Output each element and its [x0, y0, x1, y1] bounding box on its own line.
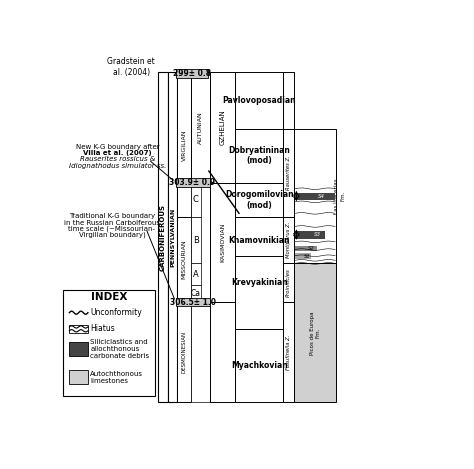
Text: Rauserites Z.: Rauserites Z.: [286, 156, 291, 190]
Bar: [295, 129, 335, 263]
Text: Villa et al. (2007): Villa et al. (2007): [83, 150, 152, 156]
Bar: [283, 217, 294, 264]
Bar: [69, 371, 88, 384]
Text: INDEX: INDEX: [91, 292, 127, 302]
Bar: [235, 329, 283, 402]
Text: Hiatus: Hiatus: [90, 325, 115, 333]
Text: KASIMOVIAN: KASIMOVIAN: [220, 223, 225, 262]
Bar: [295, 231, 325, 239]
Text: Khamovnikian: Khamovnikian: [228, 236, 290, 245]
Text: Siliciclastics and
allochthonous
carbonate debris: Siliciclastics and allochthonous carbona…: [90, 339, 149, 359]
Text: MISSOURIAN: MISSOURIAN: [182, 240, 187, 280]
Bar: [191, 182, 201, 217]
Text: S3: S3: [313, 233, 320, 237]
Text: VIRGILIAN: VIRGILIAN: [182, 129, 187, 160]
Text: Traditional K-G boundary: Traditional K-G boundary: [69, 213, 155, 219]
Text: Unconformity: Unconformity: [90, 308, 142, 317]
Text: Ca: Ca: [191, 289, 201, 298]
Bar: [191, 72, 210, 182]
Text: AUTUNIAN: AUTUNIAN: [198, 111, 203, 144]
Bar: [235, 217, 283, 264]
Bar: [69, 325, 88, 333]
Bar: [283, 129, 294, 217]
Bar: [177, 217, 191, 302]
Bar: [294, 129, 336, 264]
Bar: [210, 72, 235, 182]
Bar: [191, 285, 201, 302]
Bar: [294, 264, 336, 402]
Bar: [191, 264, 201, 285]
Text: Fusufinella Z.: Fusufinella Z.: [286, 334, 291, 370]
Text: 299± 0.8: 299± 0.8: [173, 69, 211, 78]
Text: S2: S2: [309, 246, 315, 251]
Text: New K-G boundary after: New K-G boundary after: [75, 144, 159, 150]
Bar: [158, 72, 168, 402]
Text: Las Llacerias
Fm.: Las Llacerias Fm.: [334, 178, 345, 214]
Bar: [235, 264, 283, 302]
Text: Gradstein et
al. (2004): Gradstein et al. (2004): [108, 57, 155, 77]
Text: Dobryatininan
(mod): Dobryatininan (mod): [228, 146, 290, 165]
Bar: [191, 182, 210, 302]
Bar: [283, 264, 294, 302]
Bar: [210, 182, 235, 302]
Text: Krevyakinian: Krevyakinian: [231, 278, 288, 287]
Bar: [63, 289, 155, 396]
Text: Montiparus Z.: Montiparus Z.: [286, 222, 291, 258]
Bar: [295, 246, 317, 251]
Bar: [175, 68, 208, 78]
Bar: [158, 298, 336, 305]
Bar: [177, 72, 191, 217]
Text: 303.9± 0.9: 303.9± 0.9: [170, 178, 216, 188]
Text: GZHELIAN: GZHELIAN: [220, 110, 226, 145]
Bar: [283, 72, 294, 129]
Text: S4: S4: [318, 194, 325, 199]
Text: Myachkovian: Myachkovian: [231, 361, 288, 370]
Text: B: B: [193, 236, 199, 245]
Text: Autochthonous
limestones: Autochthonous limestones: [90, 371, 143, 384]
Text: time scale (~Missourian-: time scale (~Missourian-: [68, 226, 155, 232]
Text: DESMOINESIAN: DESMOINESIAN: [182, 331, 187, 373]
Text: C: C: [193, 196, 199, 204]
Bar: [283, 302, 294, 402]
Bar: [295, 193, 335, 200]
Bar: [295, 253, 311, 259]
Bar: [235, 72, 283, 129]
Bar: [210, 302, 235, 402]
Bar: [69, 342, 88, 356]
Bar: [158, 179, 336, 186]
Text: 306.5± 1.0: 306.5± 1.0: [170, 298, 216, 307]
Bar: [177, 302, 191, 402]
Bar: [175, 178, 210, 187]
Text: Proiniticles: Proiniticles: [286, 268, 291, 297]
Bar: [191, 302, 210, 402]
Text: A: A: [193, 270, 199, 279]
Bar: [175, 298, 210, 306]
Bar: [191, 217, 201, 264]
Text: in the Russian Carbolferous: in the Russian Carbolferous: [64, 219, 160, 226]
Text: Idiognathodus simulator ss.: Idiognathodus simulator ss.: [69, 163, 166, 169]
Bar: [235, 256, 283, 329]
Text: CARBONIFEROUS: CARBONIFEROUS: [160, 204, 166, 271]
Text: Rauserites rossicus &: Rauserites rossicus &: [80, 157, 155, 162]
Bar: [235, 129, 283, 182]
Bar: [168, 72, 177, 402]
Text: Dorogomilovian
(mod): Dorogomilovian (mod): [225, 190, 293, 210]
Text: S1: S1: [304, 254, 311, 258]
Text: STEPHANIAN: STEPHANIAN: [195, 222, 200, 262]
Text: Pavlovoposadian: Pavlovoposadian: [222, 96, 296, 105]
Bar: [235, 182, 283, 217]
Text: Virgilian boundary): Virgilian boundary): [79, 232, 146, 238]
Text: PENNSYLVANIAN: PENNSYLVANIAN: [170, 208, 175, 267]
Text: Picos de Europa
Fm.: Picos de Europa Fm.: [310, 311, 320, 355]
